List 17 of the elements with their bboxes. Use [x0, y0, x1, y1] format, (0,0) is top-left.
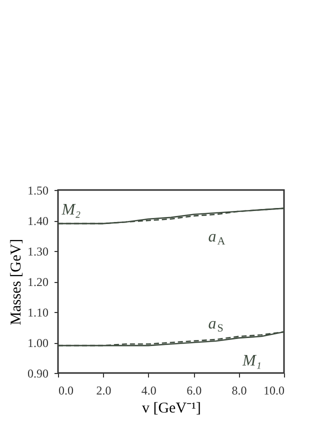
series-label: M₁	[242, 352, 262, 370]
x-tick-label: 0.0	[58, 384, 74, 398]
y-tick-label: 1.00	[28, 336, 48, 350]
y-tick-label: 1.30	[28, 244, 48, 258]
series-label: M₂	[60, 202, 82, 219]
y-tick-label: 1.50	[28, 184, 48, 198]
y-tick-label: 1.10	[28, 306, 48, 320]
x-axis-title: v [GeV⁻¹]	[142, 400, 202, 416]
y-tick-label: 0.90	[28, 366, 48, 380]
y-tick-label: 1.40	[28, 214, 48, 228]
x-tick-label: 6.0	[186, 384, 202, 398]
y-tick-label: 1.20	[28, 275, 48, 289]
x-tick-label: 4.0	[141, 384, 156, 398]
y-axis-title: Masses [GeV]	[8, 238, 24, 326]
x-tick-label: 8.0	[232, 384, 247, 398]
x-tick-label: 2.0	[96, 384, 112, 398]
x-tick-label: 10.0	[264, 384, 284, 398]
